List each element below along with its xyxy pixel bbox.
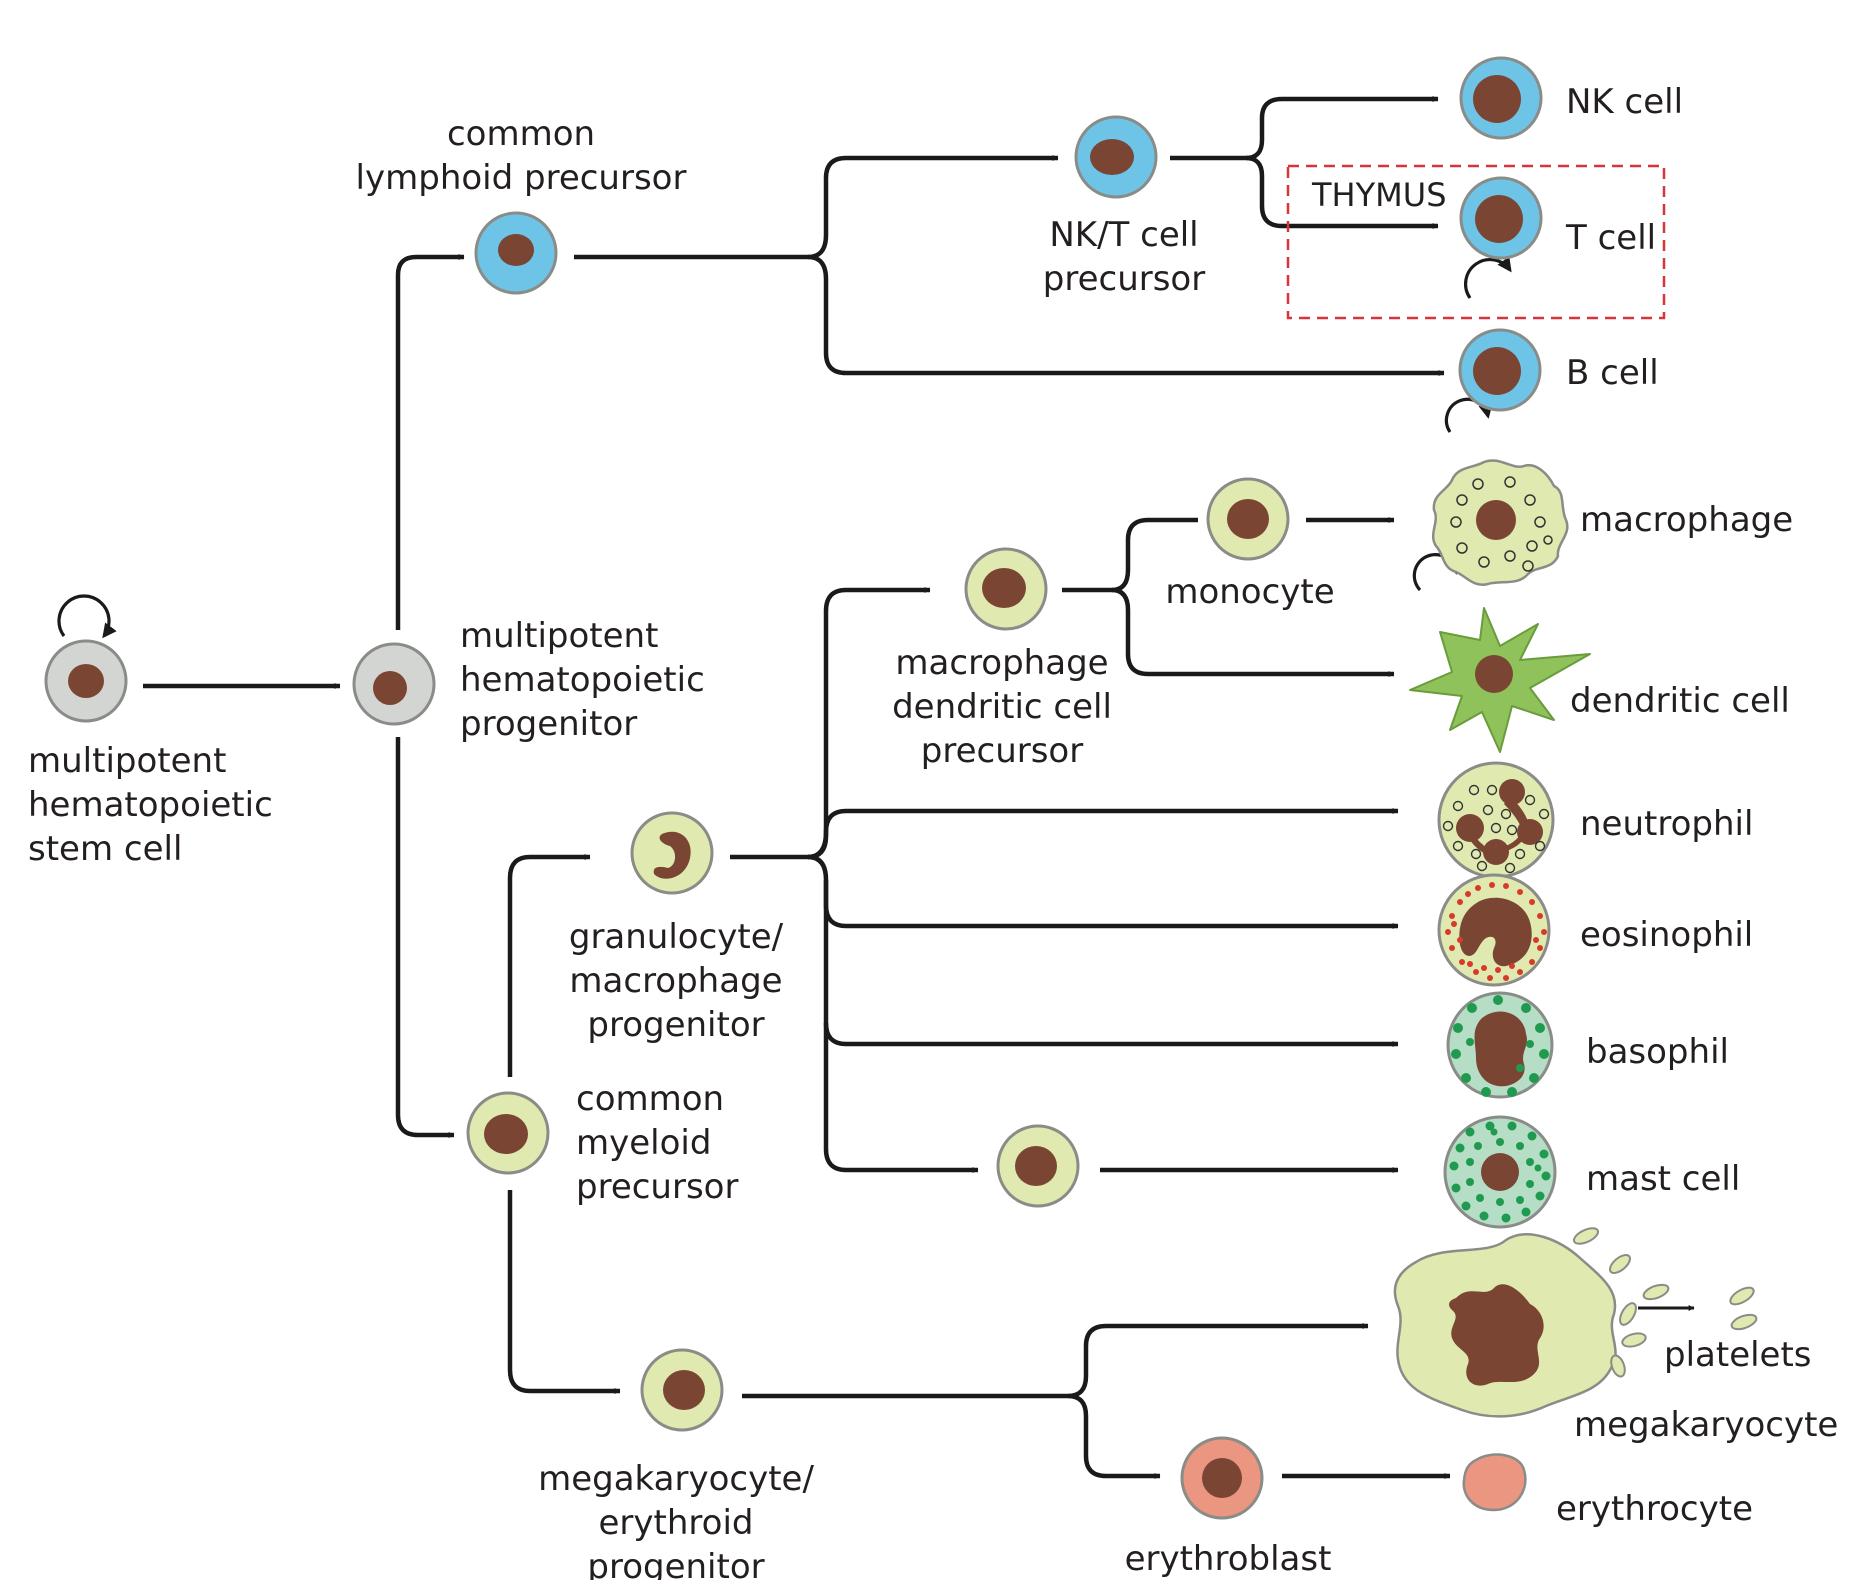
arrow-mpp-to-clp [395,254,465,630]
stem-cell-label: multipotent hematopoietic stem cell [28,741,273,869]
arrow-mdp-to-dendritic [1111,587,1395,677]
megakaryocyte-label: megakaryocyte [1574,1405,1838,1445]
arrow-clp-to-nkt [807,155,1059,260]
mpp-label: multipotent hematopoietic progenitor [460,616,705,744]
arrow-cmp-to-gmp [507,854,591,1077]
connectors [57,96,1695,1479]
stem-cell [44,639,128,723]
cmp-cell [466,1091,550,1175]
clp-label: common lymphoid precursor [356,114,687,198]
erythrocyte-cell [1462,1453,1527,1512]
erythroblast-label: erythroblast [1125,1539,1332,1579]
nkt-precursor-label: NK/T cell precursor [1043,215,1205,299]
erythrocyte-label: erythrocyte [1556,1489,1753,1529]
nkt-precursor-cell [1074,115,1158,199]
erythroblast-cell [1180,1436,1264,1520]
mast-granules [1449,1121,1551,1223]
platelets-label: platelets [1664,1335,1812,1375]
monocyte-cell [1206,477,1290,561]
arrow-gmp-to-eosinophil [807,854,1399,929]
mast-precursor-cell [996,1124,1080,1208]
red-granules [1445,882,1547,981]
eosinophil-label: eosinophil [1580,915,1753,955]
labels: multipotent hematopoietic stem cell multip… [28,82,1838,1580]
megakaryocyte-cell [1393,1233,1617,1418]
dendritic-cell-label: dendritic cell [1570,681,1790,721]
eosinophil-cell [1437,873,1551,987]
cmp-label: common myeloid precursor [576,1079,738,1207]
mdp-label: macrophage dendritic cell precursor [892,643,1112,771]
b-cell-label: B cell [1566,353,1659,393]
arrow-mdp-to-monocyte [1111,517,1198,593]
mep-label: megakaryocyte/erythroid progenitor [538,1459,814,1580]
neutrophil-cell [1437,761,1555,879]
t-cell [1459,176,1543,260]
arrow-mep-to-erythroblast [1067,1393,1161,1479]
arrow-gmp-to-neutrophil [807,808,1399,860]
nk-cell-label: NK cell [1566,82,1683,122]
nk-cell [1459,56,1543,140]
mdp-cell [964,547,1048,631]
mep-cell [640,1348,724,1432]
monocyte-label: monocyte [1165,572,1334,612]
mast-cell-label: mast cell [1586,1159,1740,1199]
t-cell-label: T cell [1565,218,1656,258]
macrophage-label: macrophage [1580,500,1793,540]
mast-cell [1443,1115,1557,1229]
macrophage-cell [1431,459,1569,587]
dendritic-cell [1409,607,1591,753]
basophil-cell [1446,991,1554,1099]
arrow-mep-to-megakaryocyte [1067,1323,1369,1399]
mpp-cell [352,642,436,726]
arrow-cmp-to-mep [507,1190,621,1394]
gmp-label: granulocyte/macrophage progenitor [569,917,784,1045]
arrow-gmp-to-basophil [823,880,1399,1047]
neutrophil-label: neutrophil [1580,804,1753,844]
self-renewal-loop-t [1464,256,1512,299]
green-granules [1451,995,1549,1097]
arrow-nkt-to-nk [1245,96,1439,161]
basophil-label: basophil [1586,1032,1729,1072]
self-renewal-loop-stem [57,594,117,639]
platelets [1572,1227,1758,1378]
arrow-nkt-to-t [1245,155,1439,229]
thymus-box [1286,164,1666,320]
arrow-clp-to-bcell [807,254,1445,376]
arrow-gmp-to-mast-precursor [823,1023,979,1173]
arrow-mpp-to-cmp [395,737,455,1138]
clp-cell [474,211,558,295]
gmp-cell [630,811,714,895]
thymus-label: THYMUS [1311,176,1447,214]
b-cell [1458,328,1542,412]
